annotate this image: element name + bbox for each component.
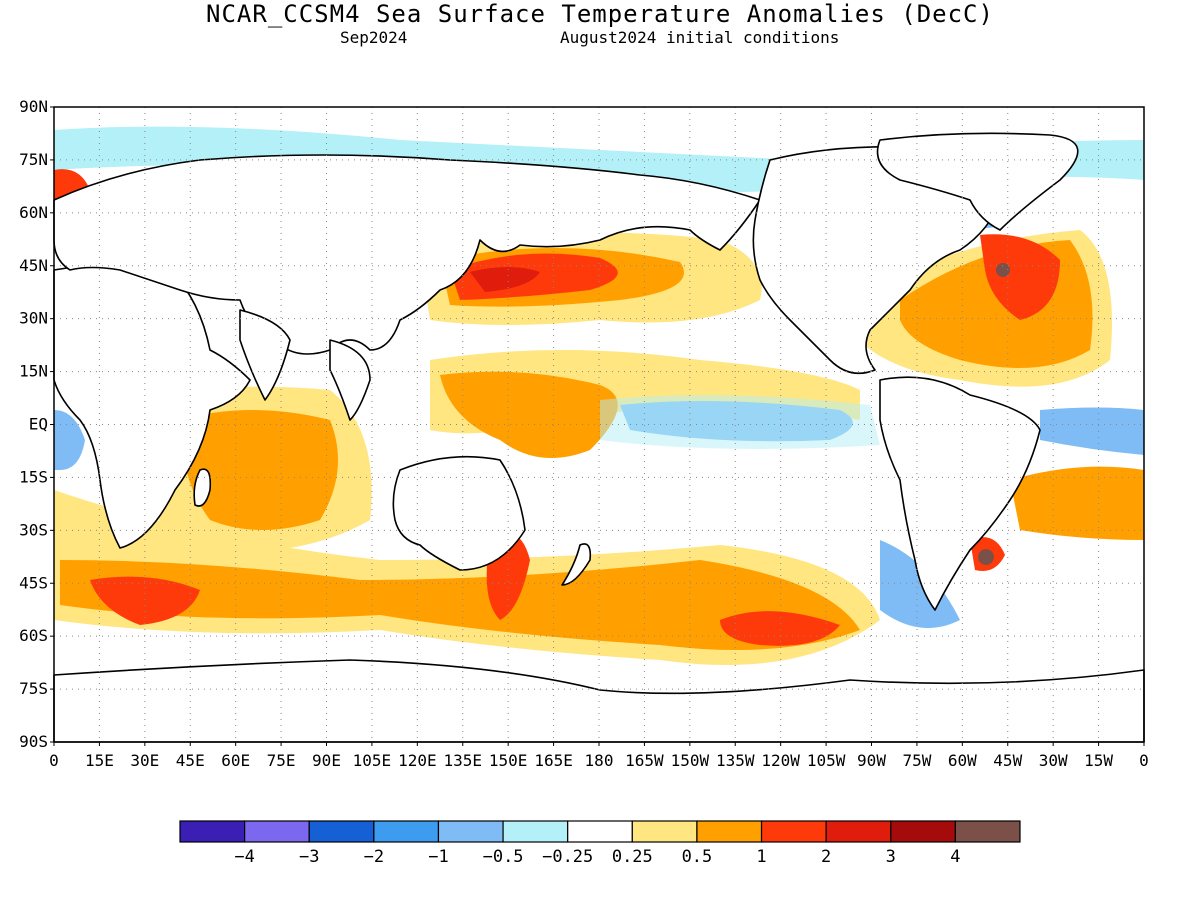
land-new-zealand: [561, 543, 592, 586]
colorbar-swatch: [954, 820, 1021, 843]
anomaly-region: [996, 263, 1010, 277]
lat-tick-label: 45N: [19, 256, 48, 275]
anomaly-region: [1010, 466, 1144, 540]
lon-tick-label: 135E: [443, 751, 482, 770]
map-title: NCAR_CCSM4 Sea Surface Temperature Anoma…: [206, 0, 994, 28]
anomaly-region: [440, 371, 618, 458]
colorbar-swatch: [890, 820, 956, 843]
longitude-axis: 0 15E 30E 45E 60E 75E 90E 105E 120E 135E 150E 165E 1…: [49, 742, 1149, 770]
colorbar-label: 1: [756, 847, 766, 867]
land-india: [239, 309, 291, 401]
anomaly-region: [470, 267, 540, 292]
land-australia: [392, 455, 526, 571]
lon-tick-label: 60E: [221, 751, 250, 770]
lon-tick-label: 105W: [807, 751, 846, 770]
colorbar-label: 4: [950, 847, 960, 867]
colorbar-swatch: [373, 820, 440, 843]
lat-tick-label: 75S: [19, 679, 48, 698]
initial-conditions-label: August2024 initial conditions: [560, 28, 840, 47]
lat-tick-label: 60S: [19, 626, 48, 645]
colorbar-label: 0.25: [612, 847, 653, 867]
anomaly-region: [180, 410, 338, 530]
anomaly-region: [54, 410, 85, 470]
anomaly-region: [60, 560, 860, 650]
anomaly-region: [980, 234, 1060, 320]
anomaly-region: [720, 611, 840, 646]
colorbar-label: −4: [234, 847, 254, 867]
colorbar-swatch: [631, 820, 698, 843]
land-greenland: [876, 132, 1079, 231]
lon-tick-label: 90W: [857, 751, 886, 770]
colorbar-swatch: [502, 820, 569, 843]
colorbar-label: −2: [364, 847, 384, 867]
lon-tick-label: 150W: [671, 751, 710, 770]
land-south-america: [879, 376, 1041, 611]
anomaly-region: [90, 576, 200, 625]
colorbar-label: 0.5: [682, 847, 713, 867]
lat-tick-label: 30N: [19, 309, 48, 328]
anomaly-region: [1040, 407, 1144, 455]
lon-tick-label: 150E: [489, 751, 528, 770]
anomaly-region: [880, 540, 960, 628]
colorbar-swatch: [696, 820, 763, 843]
colorbar-label: −0.25: [542, 847, 593, 867]
lon-tick-label: 0: [1139, 751, 1149, 770]
lon-tick-label: 45W: [993, 751, 1022, 770]
lat-tick-label: 90N: [19, 97, 48, 116]
lon-tick-label: 15E: [85, 751, 114, 770]
colorbar-label: 2: [821, 847, 831, 867]
lon-tick-label: 180: [585, 751, 614, 770]
anomaly-region: [978, 549, 994, 565]
lat-tick-label: 45S: [19, 573, 48, 592]
lon-tick-label: 165E: [534, 751, 573, 770]
land-eurasia: [53, 154, 761, 355]
lon-tick-label: 0: [49, 751, 59, 770]
colorbar-swatch: [437, 820, 504, 843]
colorbar-swatch: [308, 820, 375, 843]
land-madagascar: [193, 468, 212, 507]
lon-tick-label: 105E: [353, 751, 392, 770]
lat-tick-label: 60N: [19, 203, 48, 222]
lat-tick-label: 15S: [19, 467, 48, 486]
lon-tick-label: 15W: [1084, 751, 1113, 770]
lat-tick-label: 90S: [19, 732, 48, 751]
colorbar-swatch: [244, 820, 310, 843]
lon-tick-label: 120E: [398, 751, 437, 770]
colorbar: −4 −3 −2 −1 −0.5 −0.25 0.25 0.5 1 2 3 4: [179, 820, 1021, 867]
anomaly-region: [600, 395, 880, 449]
lon-tick-label: 60W: [948, 751, 977, 770]
lat-tick-label: 75N: [19, 150, 48, 169]
colorbar-swatch: [760, 820, 827, 843]
lon-tick-label: 165W: [625, 751, 664, 770]
land-indochina: [329, 339, 371, 421]
lat-tick-label: 30S: [19, 520, 48, 539]
forecast-month: Sep2024: [340, 28, 408, 47]
colorbar-label: −0.5: [483, 847, 524, 867]
latitude-axis: 90N 75N 60N 45N 30N 15N EQ 15S 30S 45S 60S 75S 90S: [19, 97, 54, 751]
lat-tick-label: 15N: [19, 362, 48, 381]
lon-tick-label: 75E: [267, 751, 296, 770]
colorbar-label: −3: [299, 847, 319, 867]
colorbar-swatch: [825, 820, 892, 843]
lon-tick-label: 135W: [716, 751, 755, 770]
colorbar-label: −1: [428, 847, 448, 867]
lon-tick-label: 75W: [902, 751, 931, 770]
lon-tick-label: 30E: [130, 751, 159, 770]
colorbar-label: 3: [886, 847, 896, 867]
lon-tick-label: 30W: [1039, 751, 1068, 770]
lon-tick-label: 45E: [176, 751, 205, 770]
lon-tick-label: 90E: [312, 751, 341, 770]
colorbar-swatch: [179, 820, 246, 843]
anomaly-field: [54, 126, 1144, 665]
colorbar-swatch: [567, 820, 633, 843]
lon-tick-label: 120W: [761, 751, 800, 770]
lat-tick-label: EQ: [29, 415, 48, 434]
